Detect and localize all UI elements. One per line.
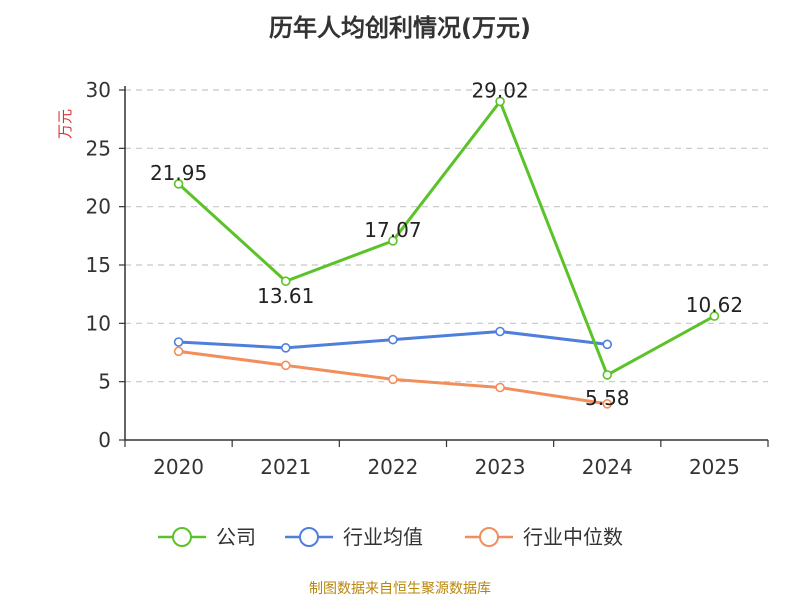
- data-point: [709, 311, 720, 321]
- data-point: [388, 374, 398, 385]
- x-tick-label: 2021: [260, 455, 311, 479]
- legend-label: 行业均值: [343, 525, 423, 549]
- y-axis-label: 万元: [56, 109, 74, 139]
- x-tick-label: 2020: [153, 455, 204, 479]
- y-tick-label: 20: [86, 195, 111, 219]
- data-label: 13.61: [257, 284, 314, 308]
- data-label: 29.02: [471, 78, 528, 102]
- legend-marker: [172, 527, 192, 547]
- data-point: [495, 382, 505, 393]
- data-point: [602, 399, 613, 409]
- data-label: 21.95: [150, 161, 207, 185]
- y-tick-label: 15: [86, 253, 111, 277]
- data-point: [388, 236, 398, 246]
- data-point: [495, 96, 505, 107]
- data-point: [173, 179, 184, 189]
- data-label: 10.62: [686, 293, 743, 317]
- x-tick-label: 2022: [367, 455, 418, 479]
- y-tick-label: 5: [98, 370, 111, 394]
- y-tick-label: 30: [86, 78, 111, 102]
- x-tick-label: 2023: [475, 455, 526, 479]
- legend-marker: [479, 527, 499, 547]
- data-source-footer: 制图数据来自恒生聚源数据库: [309, 581, 491, 597]
- x-tick-label: 2024: [582, 455, 633, 479]
- x-tick-label: 2025: [689, 455, 740, 479]
- data-point: [280, 343, 291, 353]
- legend-label: 公司: [216, 525, 256, 549]
- chart-title: 历年人均创利情况(万元): [269, 14, 531, 42]
- data-point: [173, 346, 184, 357]
- data-point: [602, 339, 613, 350]
- legend-label: 行业中位数: [523, 525, 623, 549]
- data-point: [495, 326, 505, 337]
- data-point: [280, 276, 291, 287]
- data-label: 5.58: [585, 386, 630, 410]
- data-point: [388, 334, 398, 345]
- data-point: [280, 360, 291, 371]
- data-point: [173, 337, 184, 347]
- y-tick-label: 25: [86, 136, 111, 160]
- y-tick-label: 0: [98, 428, 111, 452]
- legend-marker: [299, 527, 319, 547]
- series-line-0: [177, 99, 716, 377]
- data-point: [602, 370, 613, 380]
- data-label: 17.07: [364, 218, 421, 242]
- y-tick-label: 10: [86, 311, 111, 335]
